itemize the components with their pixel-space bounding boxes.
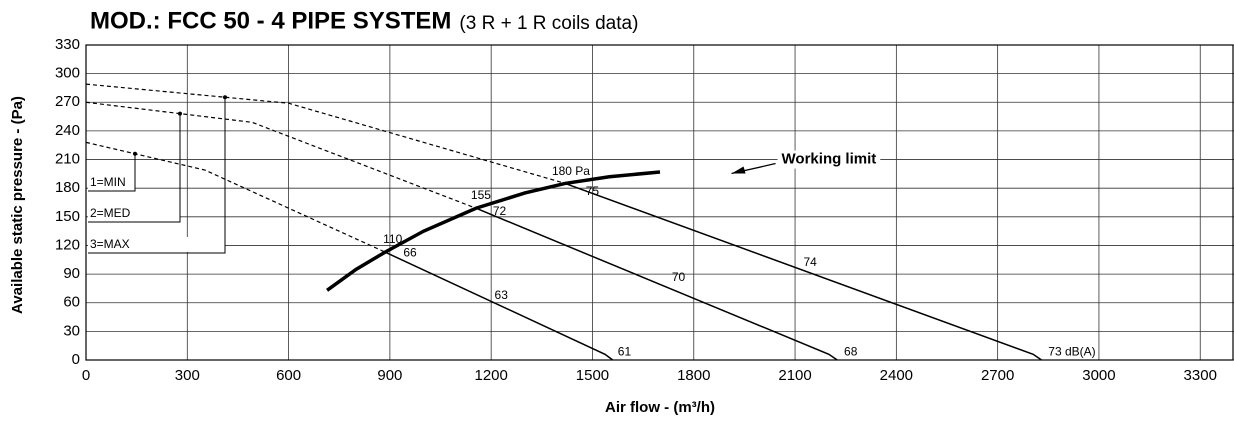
annotation: 63	[495, 288, 509, 302]
annotation: 74	[804, 255, 818, 269]
y-axis-label: Available static pressure - (Pa)	[9, 96, 26, 314]
annotation: 66	[403, 245, 417, 259]
y-tick-label: 210	[55, 151, 80, 168]
x-tick-label: 3300	[1184, 367, 1217, 384]
legend-leader	[88, 113, 181, 223]
chart-title: MOD.: FCC 50 - 4 PIPE SYSTEM	[90, 7, 451, 34]
y-tick-label: 30	[63, 322, 80, 339]
limit-label: Working limit	[782, 151, 877, 168]
x-tick-label: 2700	[981, 367, 1014, 384]
curve	[85, 141, 386, 253]
x-tick-label: 2400	[880, 367, 913, 384]
legend-bg	[88, 206, 180, 221]
y-tick-label: 90	[63, 265, 80, 282]
x-axis-label: Air flow - (m³/h)	[605, 399, 715, 416]
x-tick-label: 900	[377, 367, 402, 384]
chart-subtitle: (3 R + 1 R coils data)	[459, 13, 638, 34]
plot-frame	[85, 44, 1234, 361]
annotation: 70	[672, 270, 686, 284]
annotation: 73 dB(A)	[1048, 345, 1095, 359]
y-tick-label: 150	[55, 208, 80, 225]
legend-label: 1=MIN	[90, 175, 126, 189]
annotation: 180 Pa	[552, 164, 590, 178]
limit-label-bg	[777, 150, 881, 169]
legend-leader	[88, 97, 226, 254]
x-tick-label: 600	[276, 367, 301, 384]
x-tick-label: 0	[82, 367, 90, 384]
x-tick-label: 1200	[474, 367, 507, 384]
curve	[475, 207, 838, 361]
curve	[564, 182, 1042, 361]
legend-label: 3=MAX	[90, 237, 130, 251]
legend-bg	[88, 175, 135, 190]
annotation: 68	[844, 345, 858, 359]
legend-dot	[133, 151, 137, 156]
annotation: 61	[618, 345, 632, 359]
curve	[85, 83, 566, 184]
x-tick-label: 3000	[1082, 367, 1115, 384]
x-tick-label: 2100	[778, 367, 811, 384]
annotation: 155	[471, 188, 491, 202]
y-tick-label: 240	[55, 122, 80, 139]
y-tick-label: 330	[55, 36, 80, 53]
limit-arrow-head	[731, 166, 746, 174]
x-tick-label: 1800	[677, 367, 710, 384]
legend-bg	[88, 237, 225, 252]
y-tick-label: 300	[55, 65, 80, 82]
y-tick-label: 180	[55, 179, 80, 196]
y-tick-label: 60	[63, 294, 80, 311]
annotation: 110	[383, 232, 402, 246]
y-tick-label: 270	[55, 93, 80, 110]
curve	[326, 170, 661, 292]
legend-dot	[178, 111, 182, 116]
curve	[85, 101, 477, 209]
curve	[384, 251, 614, 361]
annotation: 75	[586, 184, 600, 198]
x-tick-label: 1500	[576, 367, 609, 384]
y-tick-label: 120	[55, 236, 80, 253]
y-tick-label: 0	[72, 351, 80, 368]
legend-dot	[223, 95, 227, 100]
legend-leader	[88, 153, 136, 192]
x-tick-label: 300	[175, 367, 200, 384]
legend-label: 2=MED	[90, 206, 131, 220]
annotation: 72	[493, 204, 507, 218]
